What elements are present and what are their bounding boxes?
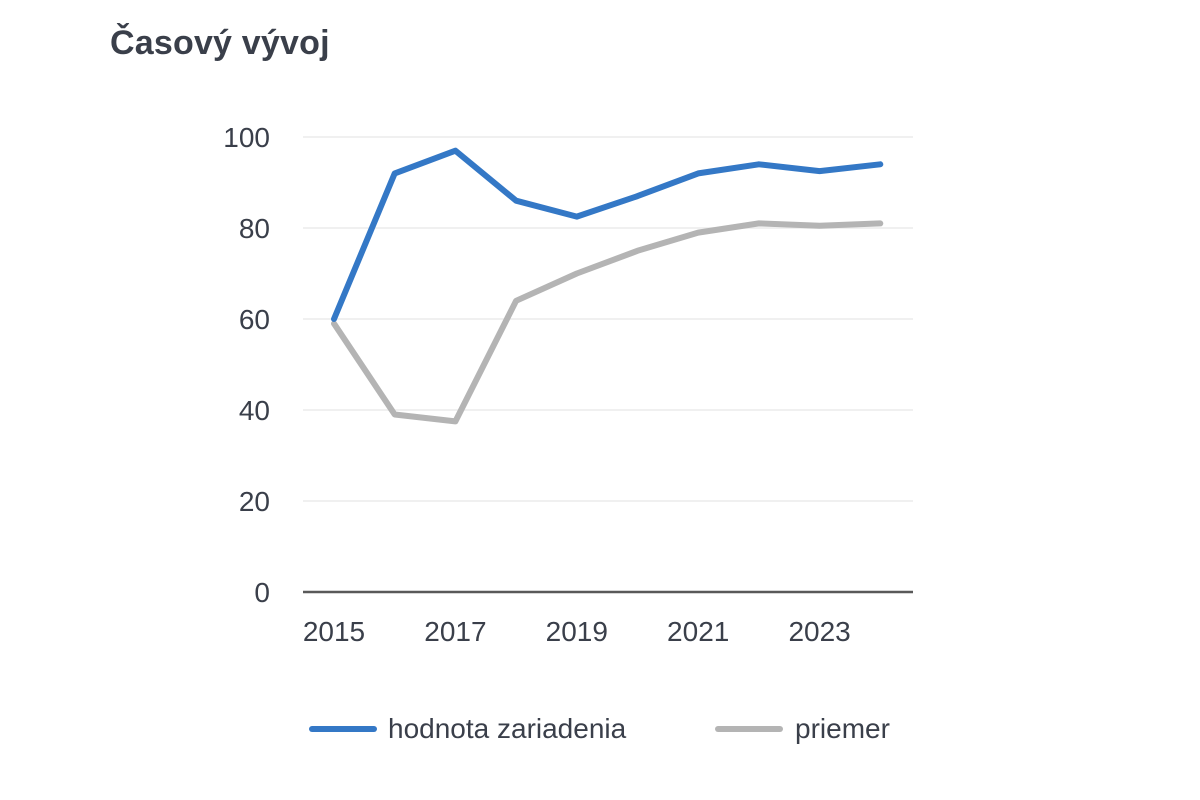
legend-label-priemer: priemer: [795, 713, 890, 744]
y-tick-label-80: 80: [239, 213, 270, 244]
y-tick-label-40: 40: [239, 395, 270, 426]
legend-item-hodnota-zariadenia[interactable]: hodnota zariadenia: [309, 713, 627, 744]
legend-label-hodnota-zariadenia: hodnota zariadenia: [388, 713, 627, 744]
chart-title: Časový vývoj: [110, 24, 330, 62]
x-tick-label-2017: 2017: [424, 616, 486, 647]
x-tick-label-2019: 2019: [546, 616, 608, 647]
series-line-priemer: [331, 220, 884, 425]
y-tick-label-100: 100: [223, 122, 270, 153]
y-tick-label-20: 20: [239, 486, 270, 517]
legend-item-priemer[interactable]: priemer: [715, 713, 890, 744]
x-tick-label-2015: 2015: [303, 616, 365, 647]
series-lines: [331, 147, 884, 425]
x-axis-tick-labels: 2015 2017 2019 2021 2023: [303, 616, 851, 647]
x-tick-label-2023: 2023: [788, 616, 850, 647]
series-line-hodnota-zariadenia: [331, 147, 884, 322]
legend[interactable]: hodnota zariadenia priemer: [309, 713, 890, 744]
x-tick-label-2021: 2021: [667, 616, 729, 647]
gridlines: [303, 136, 913, 502]
y-axis-tick-labels: 0 20 40 60 80 100: [223, 122, 270, 608]
y-tick-label-0: 0: [254, 577, 270, 608]
y-tick-label-60: 60: [239, 304, 270, 335]
